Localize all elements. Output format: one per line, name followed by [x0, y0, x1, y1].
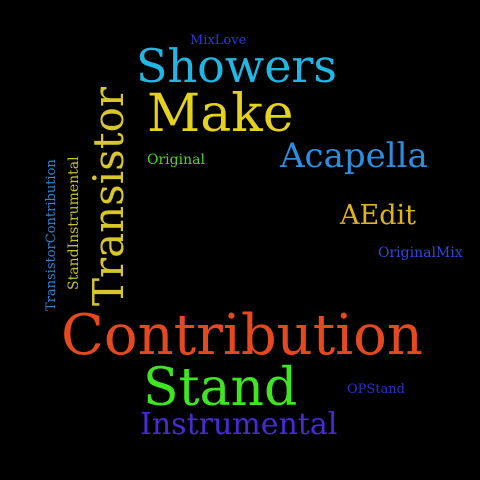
word-stand: Stand: [143, 358, 298, 418]
word-contribution: Contribution: [61, 303, 423, 368]
word-mixlove: MixLove: [190, 33, 247, 48]
word-original: Original: [147, 152, 205, 168]
word-showers: Showers: [136, 39, 338, 93]
word-transistorcontribution: TransistorContribution: [44, 159, 59, 311]
word-originalmix: OriginalMix: [378, 245, 463, 261]
word-acapella: Acapella: [280, 136, 428, 176]
word-standinstrumental: StandInstrumental: [66, 156, 82, 290]
word-instrumental: Instrumental: [140, 407, 338, 442]
word-transistor: Transistor: [84, 87, 133, 306]
word-make: Make: [147, 84, 294, 144]
word-aedit: AEdit: [340, 200, 416, 231]
word-opstand: OPStand: [347, 382, 405, 397]
